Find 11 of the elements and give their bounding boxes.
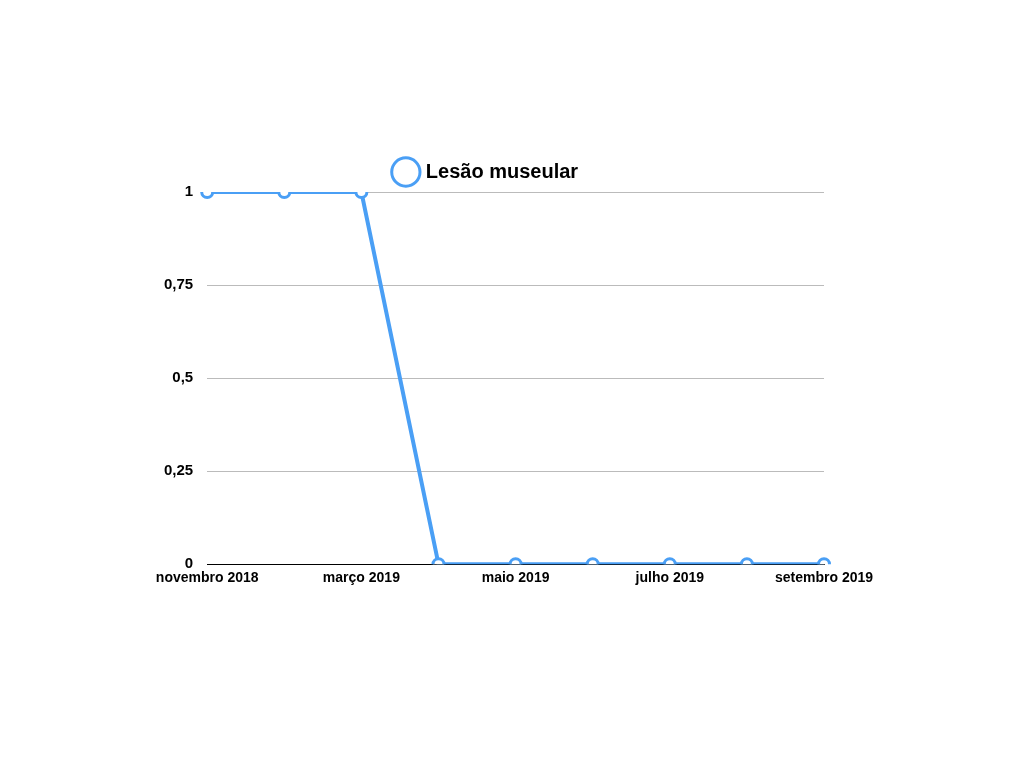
x-tick-label: novembro 2018 xyxy=(155,569,259,586)
y-tick-label: 0,5 xyxy=(172,368,194,386)
x-tick-label: maio 2019 xyxy=(481,569,550,586)
y-tick-label: 0,25 xyxy=(163,461,194,479)
y-tick-label: 0,75 xyxy=(163,275,194,293)
x-tick-label: julho 2019 xyxy=(634,569,705,586)
y-tick-label: 1 xyxy=(184,182,194,200)
x-tick-label: março 2019 xyxy=(322,569,401,586)
legend-label: Lesão museular xyxy=(425,159,579,182)
x-tick-label: setembro 2019 xyxy=(774,569,874,586)
y-tick-label: 0 xyxy=(184,554,194,572)
